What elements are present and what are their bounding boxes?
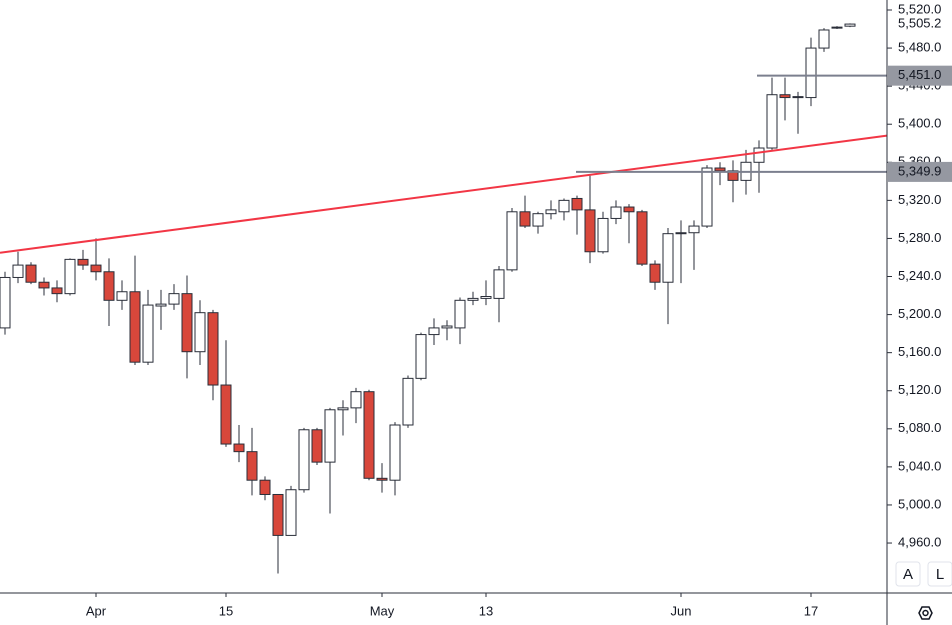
candle-body [623,206,635,213]
auto-button[interactable]: A [895,561,921,587]
button-label[interactable]: A [903,566,913,583]
candle-body [207,312,219,386]
trend-line [0,134,888,254]
x-tick-label: 17 [804,603,818,618]
candle-body [64,258,76,295]
candle-body [428,327,440,336]
y-tick-label: 5,120.0 [898,382,941,397]
candle-body [844,23,856,27]
candle-body [649,263,661,283]
candle-body [584,209,596,253]
x-tick-label: 15 [219,603,233,618]
candle-body [558,199,570,213]
candle-body [259,479,271,495]
candle-body [233,443,245,453]
candle-body [363,391,375,479]
candle-body [818,29,830,49]
candle-body [350,391,362,409]
candle-body [402,377,414,426]
last-price-label: 5,505.2 [898,16,941,31]
button-label[interactable]: L [936,566,944,583]
candle-body [597,217,609,253]
y-tick-label: 4,960.0 [898,534,941,549]
x-tick-label: 13 [479,603,493,618]
candle-body [116,291,128,301]
candle-body [51,287,63,295]
candle-body [480,296,492,299]
y-tick-label: 5,080.0 [898,420,941,435]
candle-body [337,407,349,411]
x-tick-label: Jun [671,603,692,618]
y-tick-label: 5,320.0 [898,192,941,207]
y-tick-label: 5,400.0 [898,116,941,131]
candle-body [792,96,804,99]
candle-body [285,489,297,536]
candle-body [467,297,479,301]
candle-body [545,209,557,215]
candle-body [155,303,167,307]
candle-body [129,291,141,363]
candle-body [636,211,648,265]
y-tick-label: 5,520.0 [898,1,941,16]
settings-icon[interactable] [918,606,933,620]
candle-body [324,409,336,463]
candle-body [753,147,765,163]
candle-body [376,477,388,481]
candle-body [727,170,739,181]
candle-body [220,384,232,445]
x-tick-label: Apr [86,603,107,618]
candle-body [688,225,700,234]
candle-body [194,312,206,353]
price-label: 5,451.0 [898,67,941,82]
overlay: 4,960.0 5,000.0 5,040.0 5,080.0 5,120.0 5,160… [86,1,952,618]
candle-body [441,325,453,329]
candle-body [454,299,466,329]
candle-body [493,269,505,299]
price-label: 5,349.9 [898,163,941,178]
candle-body [181,293,193,353]
candle-body [662,233,674,283]
candle-body [0,276,11,329]
candle-body [12,264,24,278]
candle-body [90,264,102,273]
price-label-box [888,65,952,86]
candle-body [25,264,37,283]
candle-body [701,167,713,227]
candle-body [714,167,726,172]
candle-body [506,211,518,271]
y-tick-label: 5,480.0 [898,40,941,55]
x-tick-label: May [370,603,395,618]
candle-body [415,334,427,379]
last-price-box [888,15,952,34]
candle-body [168,293,180,305]
candle-body [38,281,50,289]
y-tick-label: 5,040.0 [898,458,941,473]
candle-body [532,213,544,227]
candle-body [77,258,89,266]
candle-body [311,429,323,463]
y-tick-label: 5,000.0 [898,496,941,511]
candle-body [142,304,154,363]
y-tick-label: 5,200.0 [898,306,941,321]
candle-body [519,211,531,227]
candle-body [831,26,843,29]
candle-body [246,451,258,481]
candle-body [298,429,310,491]
price-label-box [888,161,952,182]
candle-body [103,271,115,301]
log-button[interactable]: L [927,561,952,587]
candle-body [571,197,583,211]
candle-body [805,47,817,99]
y-tick-label: 5,240.0 [898,268,941,283]
candle-body [779,94,791,99]
y-tick-label: 5,280.0 [898,230,941,245]
candle-body [766,94,778,149]
y-tick-label: 5,160.0 [898,344,941,359]
candle-body [610,206,622,219]
candle-body [389,424,401,481]
plot [0,23,888,574]
candle-body [272,493,284,536]
candle-body [675,232,687,235]
